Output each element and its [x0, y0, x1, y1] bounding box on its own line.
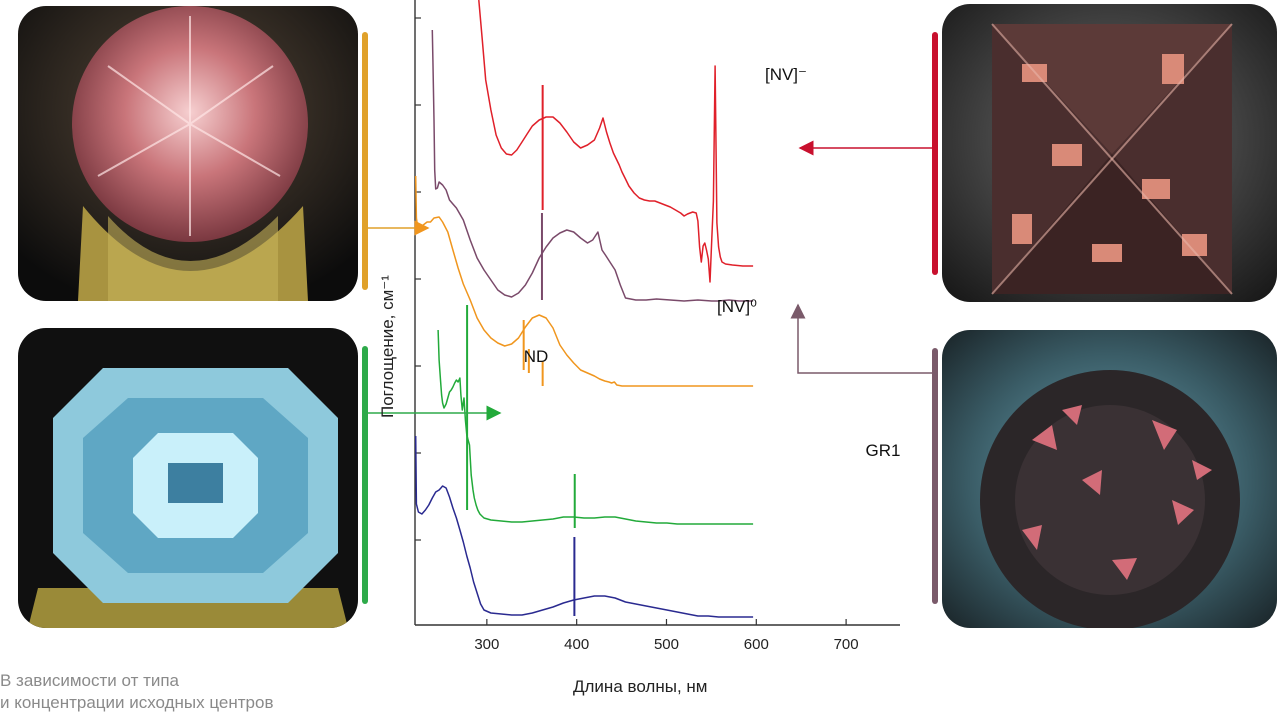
- round-dark-bar: [932, 348, 938, 604]
- series-orange: [414, 175, 754, 387]
- caption: В зависимости от типа и концентрации исх…: [0, 670, 273, 714]
- x-tick-label: 400: [564, 636, 589, 653]
- caption-line-1: В зависимости от типа: [0, 671, 180, 690]
- x-axis-label: Длина волны, нм: [573, 677, 708, 696]
- pink-round-diamond-photo: [18, 6, 358, 301]
- blue-emerald-cut-diamond-photo: [18, 328, 358, 628]
- blue-diamond-bar: [362, 346, 368, 604]
- series-purple: [431, 29, 754, 302]
- caption-line-2: и концентрации исходных центров: [0, 693, 274, 712]
- annotation-label: [NV]⁰: [717, 297, 757, 316]
- series-red: [478, 0, 754, 283]
- x-tick-label: 700: [834, 636, 859, 653]
- y-axis-label: Поглощение, см⁻¹: [378, 275, 397, 418]
- pink-diamond-bar: [362, 32, 368, 290]
- annotation-label: GR1: [866, 441, 901, 460]
- round-dark-arrow: [790, 303, 932, 374]
- annotation-label: [NV]⁻: [765, 65, 807, 84]
- series-blue: [414, 435, 754, 618]
- annotation-label: ND: [524, 347, 549, 366]
- pink-princess-cut-diamond-photo: [942, 4, 1277, 302]
- x-tick-label: 500: [654, 636, 679, 653]
- x-tick-label: 600: [744, 636, 769, 653]
- x-tick-label: 300: [474, 636, 499, 653]
- series-green: [437, 329, 754, 525]
- square-diamond-bar: [932, 32, 938, 275]
- dark-round-diamond-photo: [942, 330, 1277, 628]
